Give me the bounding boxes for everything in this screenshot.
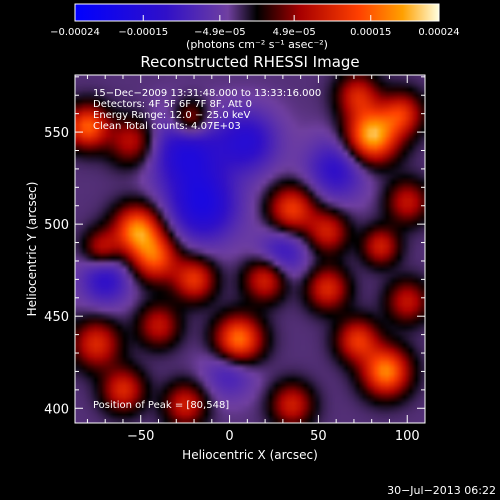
colorbar-tick-label: −0.00015: [118, 27, 168, 38]
chart-title: Reconstructed RHESSI Image: [140, 53, 359, 71]
x-tick-label: −50: [127, 429, 154, 444]
colorbar-tick-label: 4.9e−05: [273, 27, 316, 38]
colorbar-label: (photons cm⁻² s⁻¹ asec⁻²): [186, 38, 328, 51]
x-tick-label: 0: [225, 429, 233, 444]
heatmap-image: [75, 75, 425, 423]
peak-position-label: Position of Peak = [80,548]: [93, 400, 229, 411]
annotation-line: Clean Total counts: 4.07E+03: [93, 121, 241, 132]
colorbar-tick-label: −4.9e−05: [194, 27, 246, 38]
y-tick-label: 400: [44, 402, 69, 417]
y-tick-label: 550: [44, 126, 69, 141]
annotation-line: 15−Dec−2009 13:31:48.000 to 13:33:16.000: [93, 88, 321, 99]
footer-date: 30−Jul−2013 06:22: [387, 484, 496, 497]
x-tick-label: 50: [310, 429, 327, 444]
annotation-line: Energy Range: 12.0 − 25.0 keV: [93, 110, 250, 121]
y-axis-label: Heliocentric Y (arcsec): [25, 182, 39, 317]
y-tick-label: 500: [44, 218, 69, 233]
annotation-line: Detectors: 4F 5F 6F 7F 8F, Att 0: [93, 99, 252, 110]
annotations: 15−Dec−2009 13:31:48.000 to 13:33:16.000…: [93, 88, 321, 132]
colorbar-tick-label: −0.00024: [50, 27, 100, 38]
axes: −50 0 50 100 400 450 500 550: [44, 75, 426, 444]
colorbar: [74, 3, 440, 22]
x-tick-label: 100: [395, 429, 420, 444]
colorbar-tick-label: 0.00015: [350, 27, 391, 38]
y-tick-label: 450: [44, 310, 69, 325]
colorbar-tick-label: 0.00024: [418, 27, 459, 38]
colorbar-ticks: −0.00024 −0.00015 −4.9e−05 4.9e−05 0.00015 0.…: [50, 15, 460, 38]
plot-frame: [74, 74, 426, 424]
x-axis-label: Heliocentric X (arcsec): [182, 448, 318, 462]
